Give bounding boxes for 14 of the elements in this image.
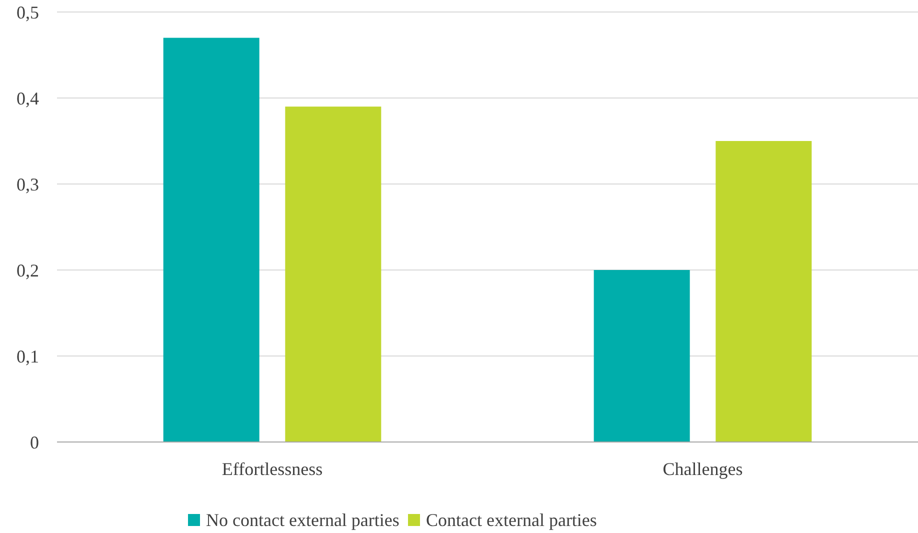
y-tick-label: 0,1 bbox=[16, 346, 39, 366]
legend-label: No contact external parties bbox=[206, 510, 400, 530]
bar bbox=[594, 270, 690, 442]
y-tick-label: 0,5 bbox=[16, 2, 39, 22]
legend-label: Contact external parties bbox=[426, 510, 597, 530]
y-tick-label: 0,3 bbox=[16, 174, 39, 194]
x-tick-label: Challenges bbox=[662, 459, 743, 479]
y-tick-label: 0 bbox=[30, 432, 39, 452]
y-tick-label: 0,2 bbox=[16, 260, 39, 280]
y-tick-label: 0,4 bbox=[16, 88, 39, 108]
bar bbox=[716, 141, 812, 442]
x-tick-label: Effortlessness bbox=[222, 459, 323, 479]
bar bbox=[163, 38, 260, 442]
bar bbox=[285, 106, 382, 442]
